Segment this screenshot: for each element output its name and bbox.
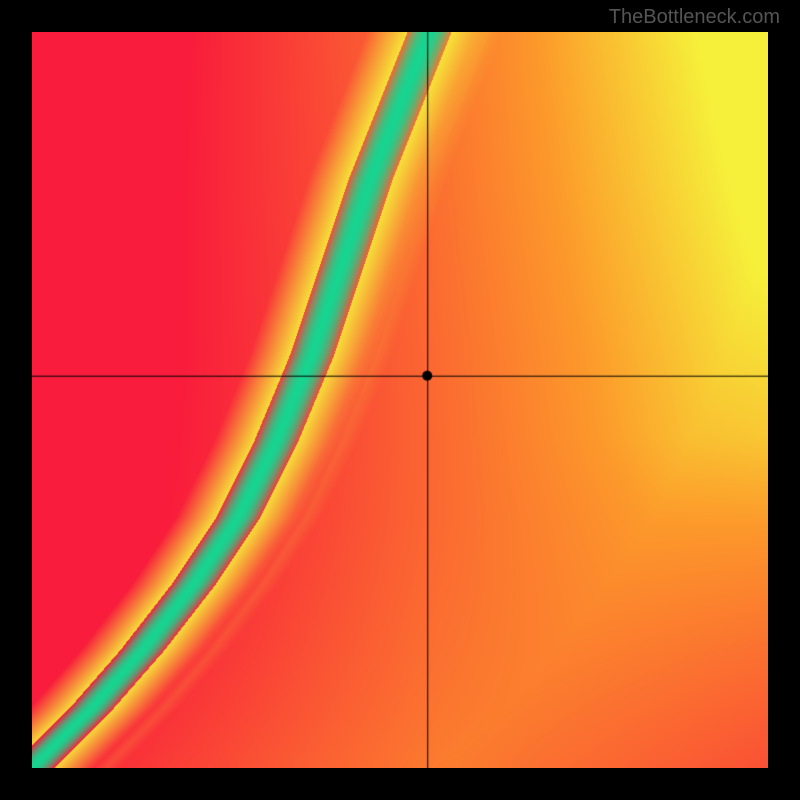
heatmap-canvas <box>32 32 768 768</box>
chart-container: TheBottleneck.com <box>0 0 800 800</box>
heatmap-plot <box>32 32 768 768</box>
watermark-text: TheBottleneck.com <box>609 6 780 29</box>
